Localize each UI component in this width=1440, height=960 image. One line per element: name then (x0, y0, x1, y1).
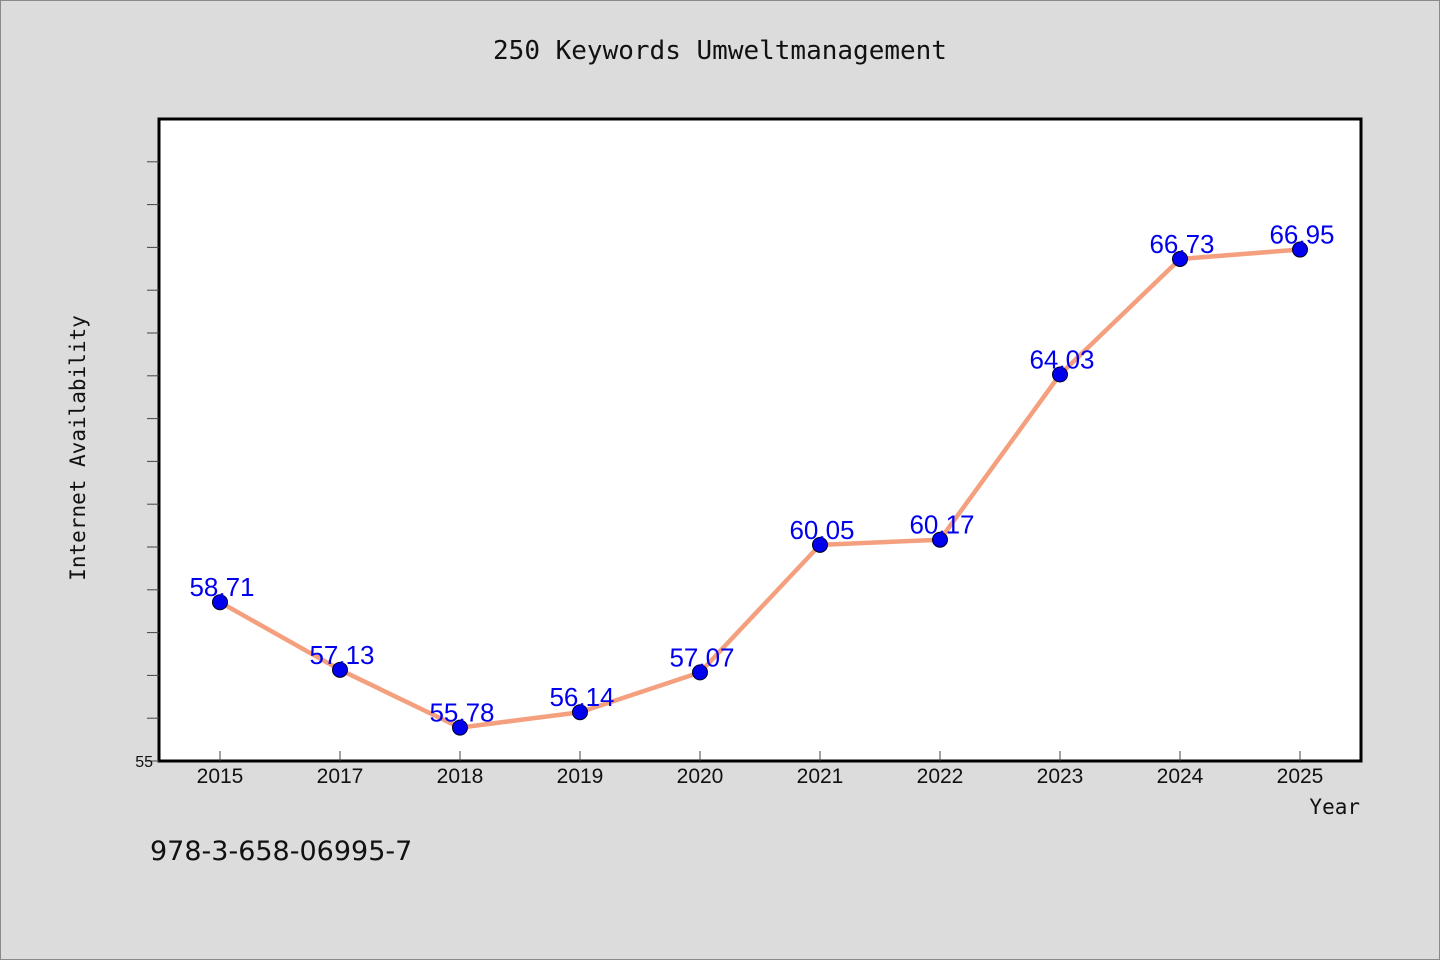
data-point (692, 664, 708, 681)
series-line (218, 247, 1301, 730)
chart-title: 250 Keywords Umweltmanagement (493, 36, 947, 66)
y-axis-ticks (147, 161, 159, 762)
x-tick-label: 2018 (437, 765, 484, 788)
data-label: 55.78 (429, 698, 494, 728)
x-tick-label: 2015 (197, 765, 244, 788)
data-point (212, 594, 228, 611)
data-point (1052, 366, 1068, 383)
series-lines (218, 247, 1301, 730)
plot-area (157, 117, 1363, 763)
x-tick-label: 2023 (1037, 765, 1084, 788)
data-labels: 58.71 57.13 55.78 56.14 57.07 60.05 60.17 64.03… (189, 220, 1334, 728)
data-label: 60.05 (789, 515, 854, 545)
data-label: 57.13 (309, 640, 374, 670)
x-axis-label: Year (1309, 795, 1360, 819)
data-point (452, 719, 468, 736)
data-label: 66.73 (1149, 229, 1214, 259)
isbn-text: 978-3-658-06995-7 (150, 836, 413, 867)
x-tick-label: 2020 (677, 765, 724, 788)
data-label: 64.03 (1029, 345, 1094, 375)
x-tick-label: 2024 (1157, 765, 1204, 788)
data-point (1292, 241, 1308, 258)
y-tick-label: 55 (135, 754, 153, 771)
y-axis-tick-labels: 55 (135, 754, 153, 771)
data-label: 58.71 (189, 572, 254, 602)
series-markers (212, 241, 1308, 736)
data-point (932, 531, 948, 548)
data-point (1172, 250, 1188, 267)
x-tick-label: 2017 (317, 765, 364, 788)
data-label: 56.14 (549, 682, 614, 712)
x-axis-tick-labels: 2015 2017 2018 2019 2020 2021 2022 2023 2024 2025 (197, 765, 1324, 788)
x-tick-label: 2021 (797, 765, 844, 788)
data-label: 57.07 (669, 642, 734, 672)
x-tick-label: 2019 (557, 765, 604, 788)
data-label: 66.95 (1269, 220, 1334, 250)
data-label: 60.17 (909, 510, 974, 540)
x-axis-ticks (219, 751, 1301, 761)
x-tick-label: 2025 (1277, 765, 1324, 788)
x-tick-label: 2022 (917, 765, 964, 788)
data-point (572, 704, 588, 721)
data-point (812, 536, 828, 553)
data-point (332, 661, 348, 678)
